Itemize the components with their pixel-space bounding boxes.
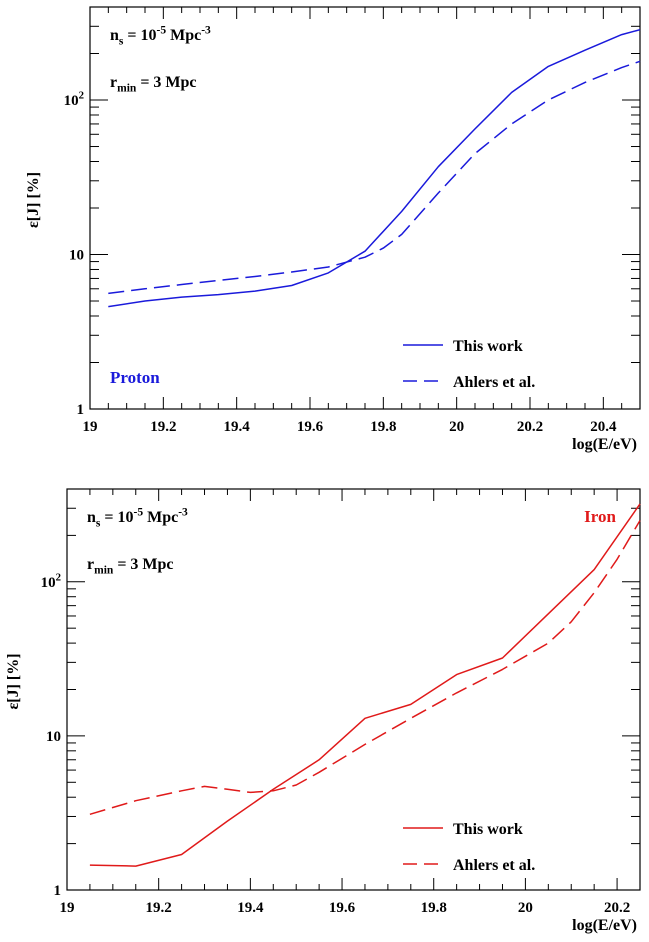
x-tick-label: 20.4 xyxy=(590,419,617,435)
plot-frame xyxy=(66,488,641,891)
x-tick-label: 20 xyxy=(449,419,464,435)
legend-label-2: Ahlers et al. xyxy=(453,374,535,391)
legend-label-1: This work xyxy=(453,338,523,355)
annotation-rmin: rmin = 3 Mpc xyxy=(87,556,174,576)
series-line-2 xyxy=(89,520,641,816)
plot-frame xyxy=(89,6,641,410)
x-tick-label: 19 xyxy=(83,419,98,435)
x-tick-label: 20.2 xyxy=(604,900,630,916)
y-tick-label: 102 xyxy=(64,90,84,109)
annotations: ns = 10-5 Mpc-3 rmin = 3 Mpc Proton xyxy=(110,24,211,387)
y-axis: 1 10 102 ε[J] [%] xyxy=(25,6,640,418)
x-tick-label: 19.2 xyxy=(150,419,176,435)
x-tick-label: 19 xyxy=(60,900,75,916)
y-axis-label: ε[J] [%] xyxy=(25,172,42,228)
series-line-2 xyxy=(108,60,641,295)
y-tick-label: 102 xyxy=(41,571,61,590)
legend-label-1: This work xyxy=(453,821,523,838)
annotation-density: ns = 10-5 Mpc-3 xyxy=(110,24,211,47)
series-line-1 xyxy=(108,28,641,308)
y-tick-label: 1 xyxy=(54,883,62,899)
legend: This work Ahlers et al. xyxy=(403,821,535,874)
y-tick-label: 10 xyxy=(46,729,61,745)
x-tick-label: 20 xyxy=(518,900,533,916)
legend: This work Ahlers et al. xyxy=(403,338,535,391)
y-axis-label: ε[J] [%] xyxy=(5,653,22,709)
x-tick-label: 20.2 xyxy=(517,419,543,435)
y-axis: 1 10 102 ε[J] [%] xyxy=(5,488,640,899)
x-tick-label: 19.6 xyxy=(329,900,356,916)
series-line-1 xyxy=(89,503,641,867)
x-tick-label: 19.4 xyxy=(237,900,264,916)
annotations: ns = 10-5 Mpc-3 rmin = 3 Mpc Iron xyxy=(87,506,616,576)
x-tick-label: 19.8 xyxy=(421,900,447,916)
legend-label-2: Ahlers et al. xyxy=(453,857,535,874)
x-tick-label: 19.4 xyxy=(224,419,251,435)
annotation-density: ns = 10-5 Mpc-3 xyxy=(87,506,188,529)
y-tick-label: 10 xyxy=(69,248,84,264)
x-axis-label: log(E/eV) xyxy=(572,436,637,453)
y-tick-label: 1 xyxy=(77,402,85,418)
species-label: Iron xyxy=(584,507,616,526)
x-tick-label: 19.8 xyxy=(370,419,396,435)
x-axis-label: log(E/eV) xyxy=(572,917,637,934)
annotation-rmin: rmin = 3 Mpc xyxy=(110,74,197,94)
species-label: Proton xyxy=(110,368,160,387)
x-tick-label: 19.2 xyxy=(146,900,172,916)
x-tick-label: 19.6 xyxy=(297,419,324,435)
